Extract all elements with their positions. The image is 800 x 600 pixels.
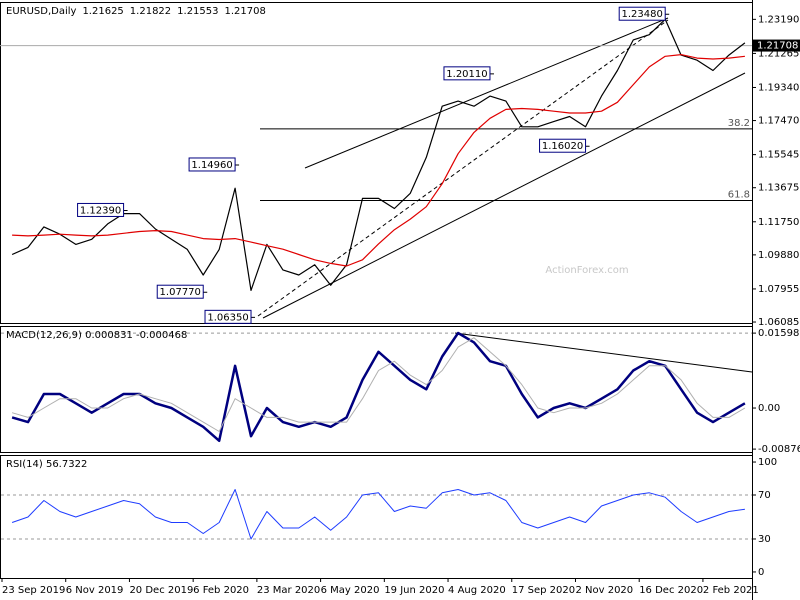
ohlc-value: 1.21553: [177, 6, 218, 17]
y-tick-label: 1.06085: [758, 317, 799, 328]
annotation-label: 1.12390: [80, 205, 121, 216]
x-tick-label: 4 Aug 2020: [448, 585, 506, 596]
x-tick-label: 23 Sep 2019: [2, 585, 65, 596]
y-tick-label: 1.07955: [758, 284, 799, 295]
y-tick-label: 0.00: [758, 403, 780, 414]
panel-title: RSI(14) 56.7322: [6, 459, 87, 470]
x-tick-label: 23 Mar 2020: [257, 585, 320, 596]
macd-trendline: [454, 332, 753, 373]
x-tick-label: 6 Nov 2019: [66, 585, 124, 596]
series-line: [11, 489, 745, 540]
annotation-label: 1.07770: [160, 287, 201, 298]
x-tick-label: 2 Nov 2020: [575, 585, 633, 596]
ohlc-value: 1.21822: [130, 6, 171, 17]
y-tick-label: 1.09880: [758, 250, 799, 261]
series-line: [12, 54, 745, 267]
y-tick-label: -0.008762: [758, 444, 800, 455]
ohlc-value: 1.21625: [82, 6, 123, 17]
x-tick-label: 6 Feb 2020: [193, 585, 249, 596]
annotation-box: [443, 66, 491, 81]
fib-label: 38.2: [728, 118, 750, 129]
x-tick-label: 17 Sep 2020: [512, 585, 575, 596]
y-tick-label: 0: [758, 567, 764, 578]
y-tick-label: 0.015983: [758, 328, 800, 339]
series-line: [11, 331, 746, 443]
annotation-box: [188, 157, 236, 172]
x-tick-label: 6 May 2020: [321, 585, 380, 596]
x-tick-label: 16 Dec 2020: [639, 585, 703, 596]
y-tick-label: 1.21265: [758, 48, 799, 59]
y-tick-label: 1.15545: [758, 150, 799, 161]
x-tick-label: 2 Feb 2021: [703, 585, 759, 596]
annotation-box: [156, 284, 204, 299]
x-tick-label: 20 Dec 2019: [129, 585, 193, 596]
annotation-box: [77, 202, 125, 217]
title-text: EURUSD,Daily: [6, 6, 77, 17]
y-tick-label: 1.23190: [758, 14, 799, 25]
channel-midline: [257, 19, 669, 317]
y-tick-label: 1.19340: [758, 82, 799, 93]
channel-line: [304, 17, 669, 169]
series-line: [11, 18, 746, 291]
ohlc-value: 1.21708: [225, 6, 266, 17]
title-text: MACD(12,26,9) 0.000831 -0.000468: [6, 330, 187, 341]
annotation-label: 1.06350: [207, 312, 248, 323]
y-tick-label: 1.11750: [758, 217, 799, 228]
series-line: [11, 337, 746, 432]
annotation-label: 1.20110: [446, 69, 487, 80]
watermark: ActionForex.com: [545, 265, 628, 276]
y-tick-label: 70: [758, 490, 771, 501]
annotation-label: 1.14960: [191, 160, 232, 171]
title-text: RSI(14) 56.7322: [6, 459, 87, 470]
y-tick-label: 100: [758, 457, 777, 468]
last-price-label: 1.21708: [757, 41, 798, 52]
y-tick-label: 1.13675: [758, 183, 799, 194]
panel-title: EURUSD,Daily 1.21625 1.21822 1.21553 1.21708: [6, 6, 266, 17]
annotation-label: 1.23480: [622, 9, 663, 20]
y-tick-label: 30: [758, 534, 771, 545]
annotation-box: [204, 309, 252, 324]
fib-label: 61.8: [728, 190, 750, 201]
last-price-box: [753, 39, 800, 52]
annotation-label: 1.16020: [542, 141, 583, 152]
annotation-box: [539, 138, 587, 153]
channel-line: [262, 72, 746, 319]
annotation-box: [618, 6, 666, 21]
y-tick-label: 1.17470: [758, 116, 799, 127]
x-tick-label: 19 Jun 2020: [384, 585, 444, 596]
panel-title: MACD(12,26,9) 0.000831 -0.000468: [6, 330, 187, 341]
